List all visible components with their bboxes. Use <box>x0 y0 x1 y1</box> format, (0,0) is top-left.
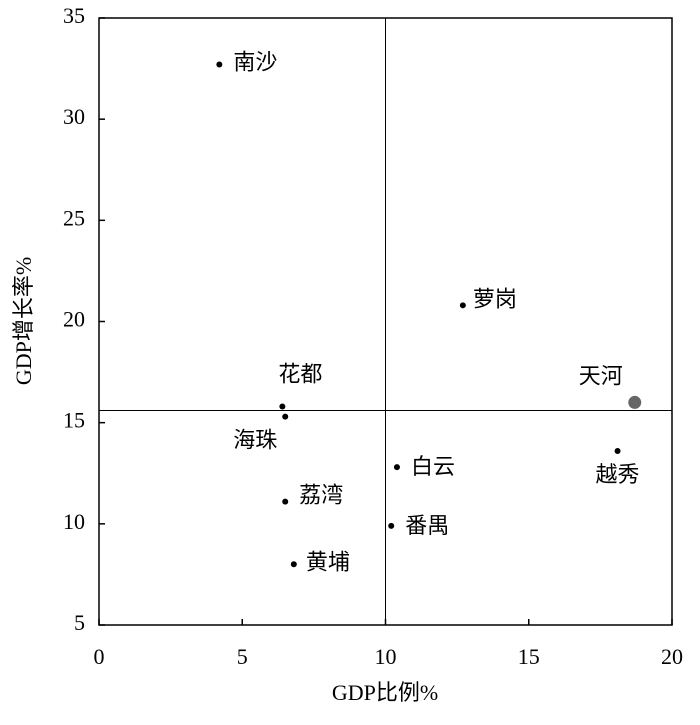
x-tick-label: 15 <box>518 644 540 669</box>
x-tick-label: 20 <box>661 644 683 669</box>
x-tick-label: 5 <box>237 644 248 669</box>
point <box>216 61 223 68</box>
y-axis-label: GDP增长率% <box>11 257 36 385</box>
point-label: 白云 <box>411 454 455 479</box>
point-label: 天河 <box>579 363 623 388</box>
y-tick-label: 15 <box>63 408 85 433</box>
point-label: 荔湾 <box>299 483 343 508</box>
point <box>282 498 289 505</box>
point <box>279 403 286 410</box>
point <box>614 447 621 454</box>
y-tick-label: 30 <box>63 104 85 129</box>
point <box>628 395 642 409</box>
point <box>459 302 466 309</box>
point-label: 南沙 <box>233 50 277 75</box>
point-label: 海珠 <box>233 428 277 453</box>
point-label: 越秀 <box>596 462 640 487</box>
y-tick-label: 35 <box>63 3 85 28</box>
y-tick-label: 10 <box>63 509 85 534</box>
x-tick-label: 10 <box>375 644 397 669</box>
x-axis-label: GDP比例% <box>332 680 438 705</box>
point-label: 黄埔 <box>306 549 350 574</box>
point <box>393 464 400 471</box>
point <box>388 522 395 529</box>
point-label: 花都 <box>278 362 322 387</box>
point <box>290 561 297 568</box>
point <box>282 413 289 420</box>
y-tick-label: 5 <box>74 610 85 635</box>
point-label: 萝岗 <box>473 286 517 311</box>
point-label: 番禺 <box>405 513 449 538</box>
y-tick-label: 25 <box>63 205 85 230</box>
y-tick-label: 20 <box>63 307 85 332</box>
x-tick-label: 0 <box>94 644 105 669</box>
